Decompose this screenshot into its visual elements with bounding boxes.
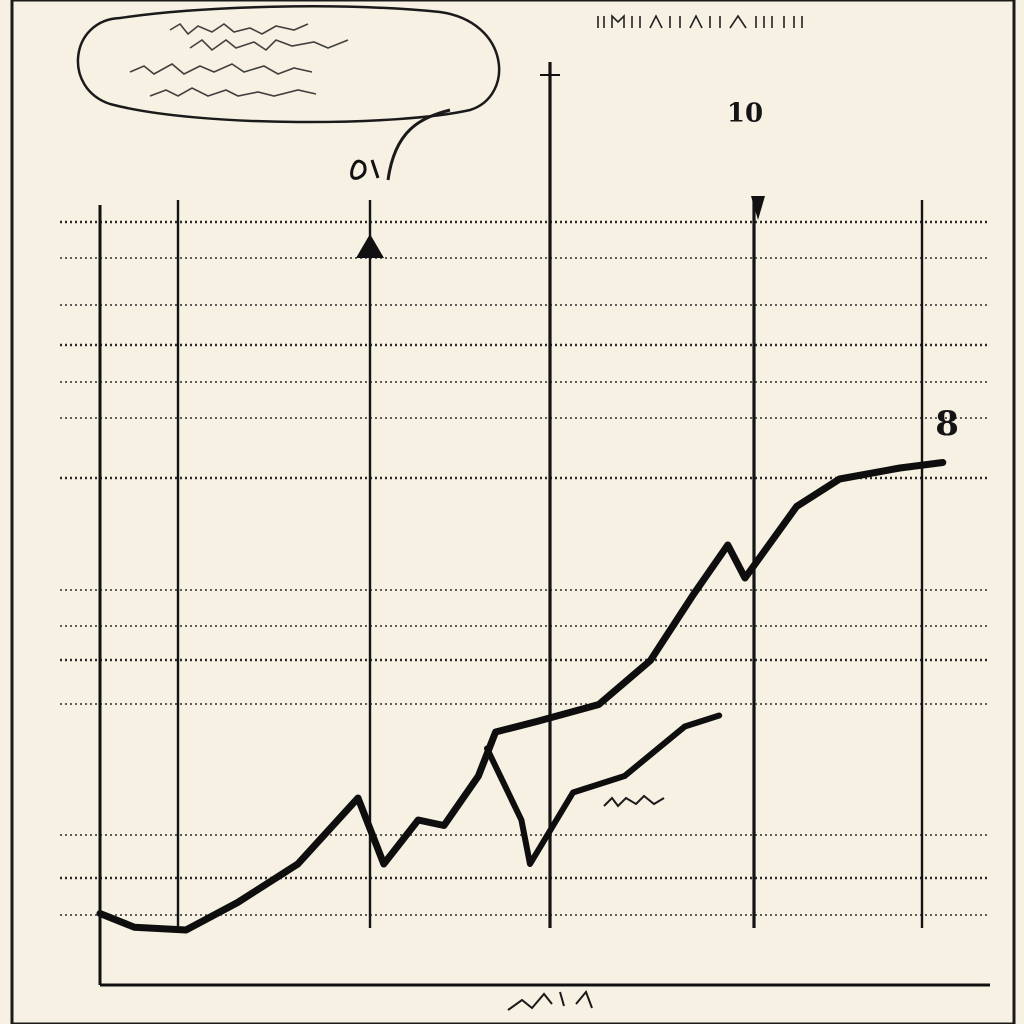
data-point xyxy=(381,861,387,867)
data-point xyxy=(355,795,361,801)
data-point xyxy=(97,911,103,916)
data-point xyxy=(441,823,447,828)
data-point xyxy=(725,542,731,548)
data-point xyxy=(536,718,542,724)
data-point xyxy=(596,702,602,707)
data-point xyxy=(794,504,800,509)
data-point xyxy=(716,713,722,718)
scribble-text xyxy=(129,22,349,97)
annotation-label: 8 xyxy=(935,404,959,444)
data-point xyxy=(295,861,301,867)
annotation-label: 10 xyxy=(727,99,763,129)
caption-bubble xyxy=(76,5,501,181)
data-point xyxy=(493,729,499,735)
data-point xyxy=(518,817,524,823)
data-point xyxy=(484,746,490,751)
data-point xyxy=(622,773,628,779)
arrow-up-icon xyxy=(356,234,384,258)
data-point xyxy=(570,790,576,795)
data-point xyxy=(131,924,137,930)
data-point xyxy=(837,476,843,482)
data-point xyxy=(235,900,241,905)
data-point xyxy=(682,724,688,729)
page-border xyxy=(10,0,1016,1024)
data-point xyxy=(183,927,189,933)
series-line-2 xyxy=(484,712,723,867)
series-line-1 xyxy=(96,459,947,934)
data-point xyxy=(647,658,653,663)
data-point xyxy=(415,817,421,823)
data-point xyxy=(527,861,533,867)
data-point xyxy=(940,460,946,465)
scribble-mark xyxy=(350,159,380,180)
marker-icon xyxy=(751,196,765,220)
data-point xyxy=(742,575,748,581)
data-point xyxy=(897,465,903,471)
data-point xyxy=(690,592,696,597)
data-point xyxy=(475,773,481,779)
footer-scribble xyxy=(507,794,665,1011)
header-scribble xyxy=(597,14,803,29)
